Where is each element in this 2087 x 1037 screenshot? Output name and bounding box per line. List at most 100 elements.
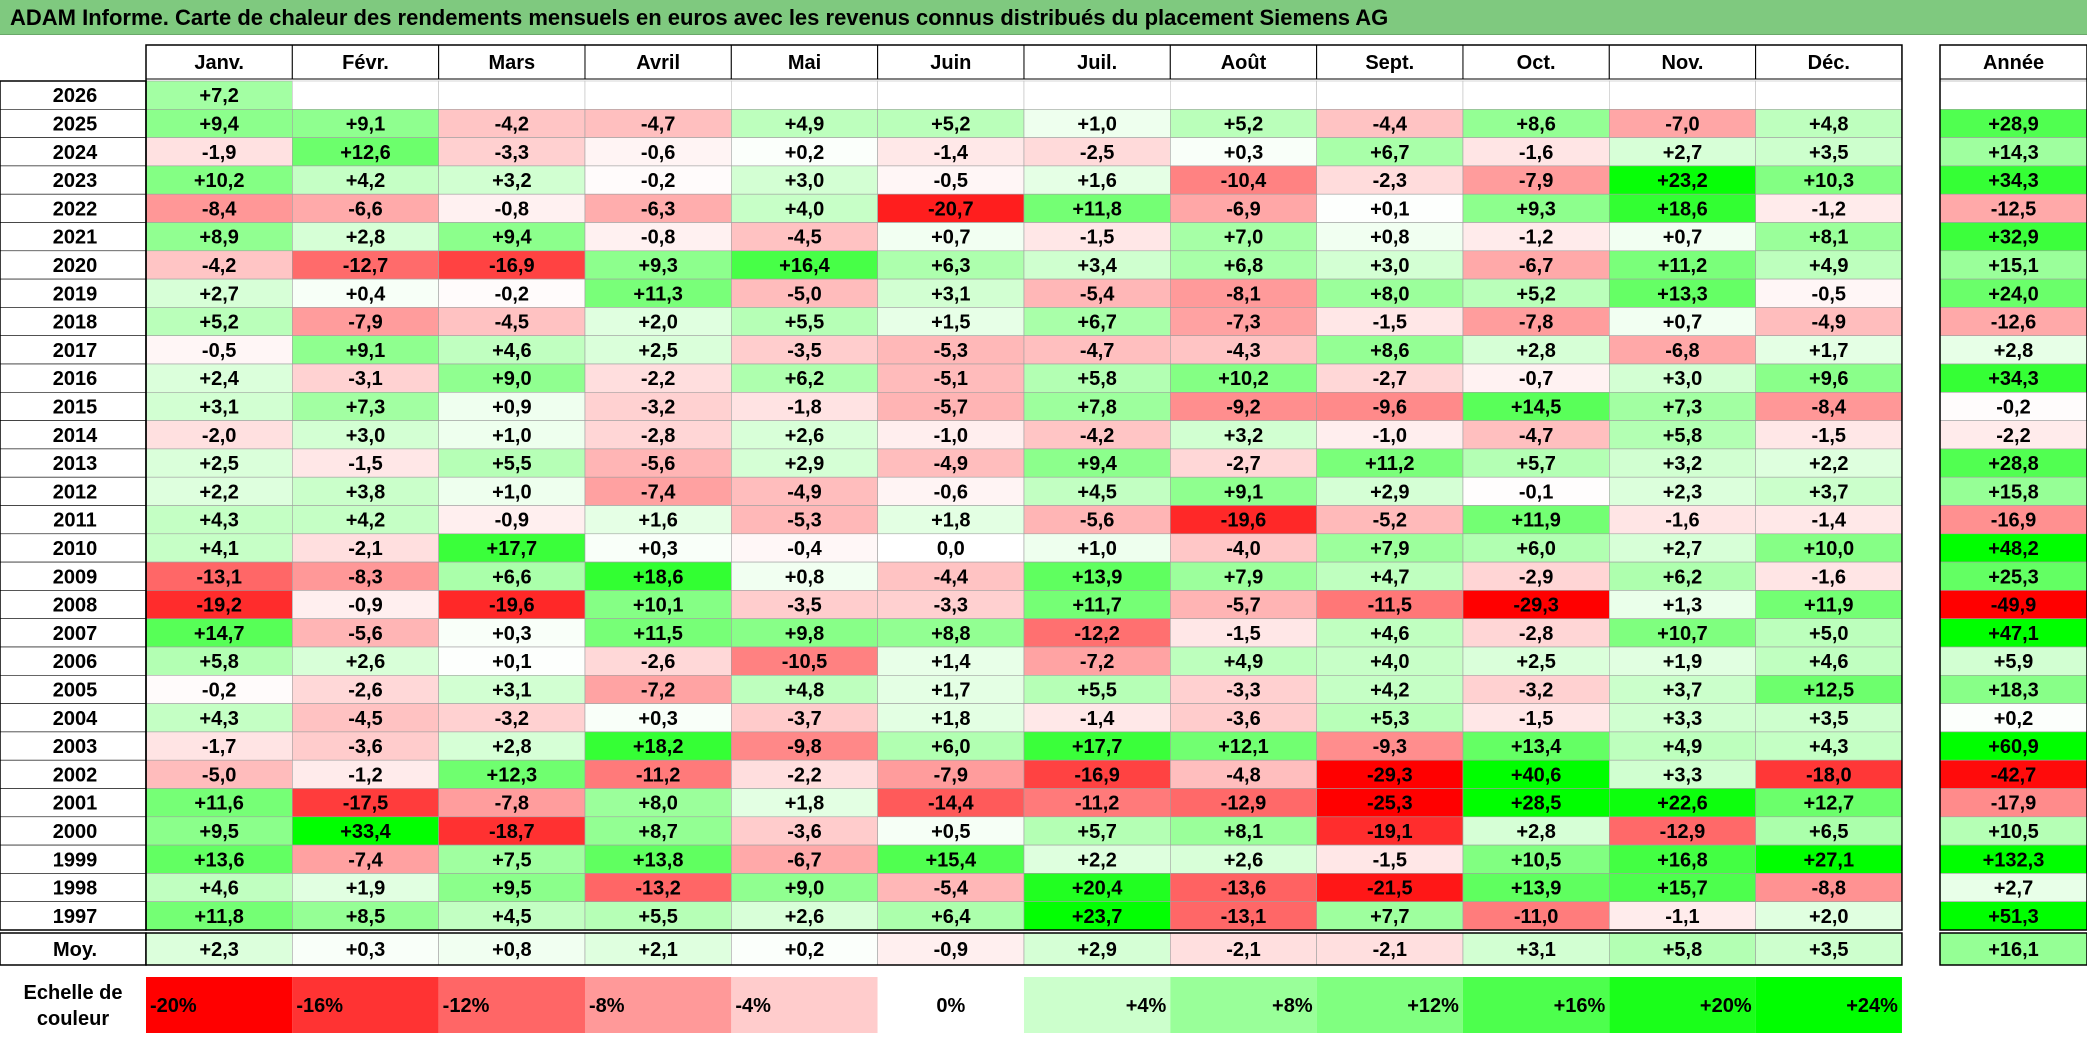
heatmap-cell	[1755, 759, 1903, 789]
heatmap-cell-label: +1,8	[931, 510, 970, 532]
heatmap-cell-label: +5,8	[199, 651, 238, 673]
heatmap-cell-label: -11,5	[1368, 595, 1412, 617]
heatmap-cell-label: -12,9	[1221, 793, 1267, 815]
heatmap-cell-label: +1,6	[638, 510, 677, 532]
year-label: 2013	[53, 453, 98, 475]
heatmap-cell	[1609, 109, 1756, 138]
average-cell-label: +3,5	[1809, 939, 1848, 961]
heatmap-cell	[438, 844, 586, 874]
heatmap-cell	[1462, 307, 1610, 336]
heatmap-cell-label: +4,1	[199, 538, 238, 560]
heatmap-cell-label: +10,7	[1657, 623, 1708, 645]
heatmap-cell	[731, 391, 878, 421]
scale-swatch	[292, 977, 439, 1033]
heatmap-cell	[1462, 250, 1610, 280]
month-header-cell	[877, 44, 1025, 80]
heatmap-cell-label: -4,4	[1373, 113, 1408, 135]
heatmap-cell-label: -29,3	[1367, 764, 1413, 786]
annual-cell	[1939, 80, 2087, 110]
heatmap-cell	[292, 901, 439, 931]
heatmap-cell-label: +9,3	[1516, 198, 1555, 220]
heatmap-cell-label: +1,0	[492, 481, 531, 503]
heatmap-cell-label: +6,6	[492, 566, 531, 588]
heatmap-cell-label: +2,2	[1077, 849, 1116, 871]
year-column-border	[0, 80, 147, 931]
heatmap-cell-label: +2,0	[1809, 906, 1848, 928]
heatmap-cell	[584, 731, 732, 761]
heatmap-cell-label: -5,3	[934, 340, 968, 362]
heatmap-cell	[1170, 590, 1317, 620]
heatmap-cell	[1023, 307, 1171, 336]
heatmap-cell	[584, 250, 732, 280]
heatmap-cell	[731, 731, 878, 761]
heatmap-cell-label: +28,5	[1511, 793, 1562, 815]
heatmap-cell-label: -1,5	[1080, 227, 1114, 249]
heatmap-cell-label: -2,6	[641, 651, 675, 673]
heatmap-cell	[1462, 193, 1610, 223]
heatmap-cell-label: -8,4	[1812, 396, 1847, 418]
heatmap-cell-label: +4,8	[785, 679, 824, 701]
heatmap-cell-label: +3,2	[1663, 453, 1702, 475]
heatmap-cell-label: -5,6	[1080, 510, 1114, 532]
heatmap-cell	[145, 307, 293, 336]
heatmap-cell	[1755, 901, 1903, 931]
annual-cell	[1939, 703, 2087, 733]
heatmap-cell	[1609, 590, 1756, 620]
heatmap-cell-label: -6,8	[1665, 340, 1699, 362]
heatmap-cell	[1755, 165, 1903, 195]
heatmap-cell-label: +0,8	[785, 566, 824, 588]
heatmap-cell	[1316, 561, 1464, 591]
heatmap-cell	[1462, 788, 1610, 818]
heatmap-cell-label: +8,0	[638, 793, 677, 815]
heatmap-cell	[1316, 646, 1464, 676]
heatmap-cell-label: +2,2	[1809, 453, 1848, 475]
heatmap-cell	[438, 391, 586, 421]
heatmap-cell-label: -5,4	[934, 878, 969, 900]
heatmap-cell-label: +9,5	[492, 878, 531, 900]
heatmap-cell-label: -11,0	[1514, 906, 1558, 928]
annual-cell	[1939, 165, 2087, 195]
heatmap-cell-label: -2,7	[1226, 453, 1260, 475]
heatmap-cell-label: +3,0	[1663, 368, 1702, 390]
heatmap-cell	[292, 844, 439, 874]
heatmap-cell-label: +1,7	[1809, 340, 1848, 362]
heatmap-cell-label: +3,5	[1809, 708, 1848, 730]
heatmap-cell	[1609, 646, 1756, 676]
heatmap-cell-label: +12,6	[340, 142, 391, 164]
heatmap-cell	[584, 391, 732, 421]
heatmap-cell-label: +8,7	[638, 821, 677, 843]
scale-swatch	[1023, 977, 1171, 1033]
heatmap-cell	[584, 137, 732, 167]
heatmap-cell-label: +6,3	[931, 255, 970, 277]
heatmap-cell	[731, 505, 878, 535]
heatmap-cell	[877, 137, 1025, 167]
heatmap-cell-label: -18,0	[1806, 764, 1852, 786]
heatmap-cell-label: +2,4	[199, 368, 239, 390]
heatmap-cell	[1170, 816, 1317, 846]
heatmap-cell	[1609, 250, 1756, 280]
heatmap-cell-label: +3,1	[931, 283, 970, 305]
heatmap-cell	[1023, 109, 1171, 138]
heatmap-cell	[1755, 363, 1903, 393]
heatmap-cell-label: +1,0	[1077, 113, 1116, 135]
heatmap-cell-label: +3,0	[785, 170, 824, 192]
heatmap-cell	[1316, 448, 1464, 478]
heatmap-cell	[438, 873, 586, 903]
heatmap-cell-label: +18,6	[1657, 198, 1708, 220]
year-label: 2010	[53, 538, 98, 560]
heatmap-cell	[1316, 533, 1464, 563]
heatmap-cell-label: +4,0	[1370, 651, 1409, 673]
heatmap-cell	[1609, 448, 1756, 478]
heatmap-cell	[1170, 873, 1317, 903]
annual-cell-label: -49,9	[1991, 595, 2037, 617]
heatmap-cell-label: +0,9	[492, 396, 531, 418]
heatmap-cell	[1755, 505, 1903, 535]
annual-cell-label: +51,3	[1988, 906, 2039, 928]
heatmap-cell-label: +5,7	[1077, 821, 1116, 843]
heatmap-cell-label: +9,0	[785, 878, 824, 900]
heatmap-cell	[438, 109, 586, 138]
annual-cell-label: -2,2	[1996, 425, 2030, 447]
heatmap-cell-label: +0,7	[931, 227, 970, 249]
average-annual-cell	[1939, 932, 2087, 966]
scale-swatch-label: -4%	[735, 995, 771, 1017]
